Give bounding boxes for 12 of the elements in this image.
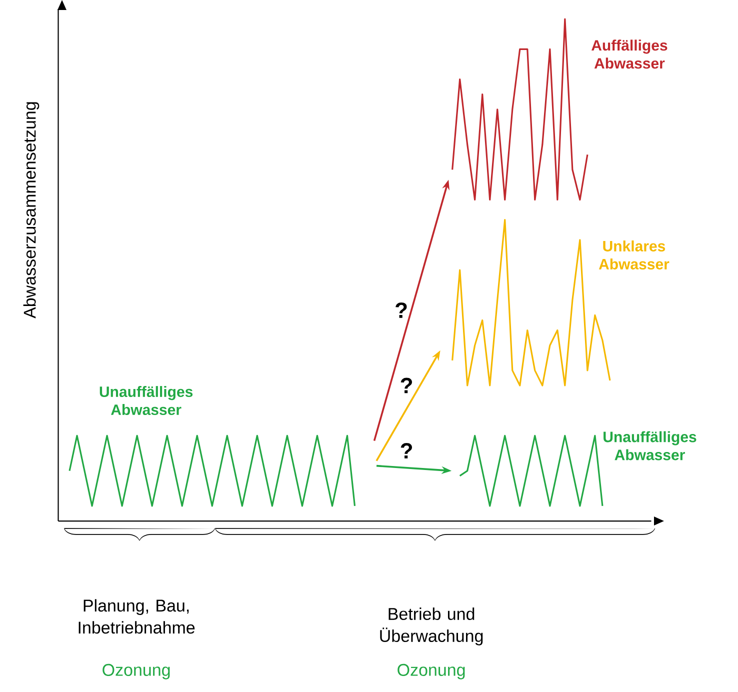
annotation: ?: [396, 302, 407, 318]
series-label: Unauffälliges Abwasser: [100, 386, 193, 416]
text: Betrieb und Überwachung: [380, 608, 483, 646]
annotation: ?: [400, 378, 412, 394]
text: Ozonung: [102, 664, 170, 680]
series-label: Unklares Abwasser: [598, 240, 670, 270]
y-axis-title: Abwasserzusammensetzung: [23, 102, 40, 318]
text: Planung, Bau, Inbetriebnahme: [78, 599, 195, 634]
series-label: Unauffälliges Abwasser: [604, 431, 696, 460]
annotation: ?: [400, 443, 412, 458]
text: Ozonung: [398, 664, 465, 680]
series-label: Auffälliges Abwasser: [592, 40, 668, 69]
